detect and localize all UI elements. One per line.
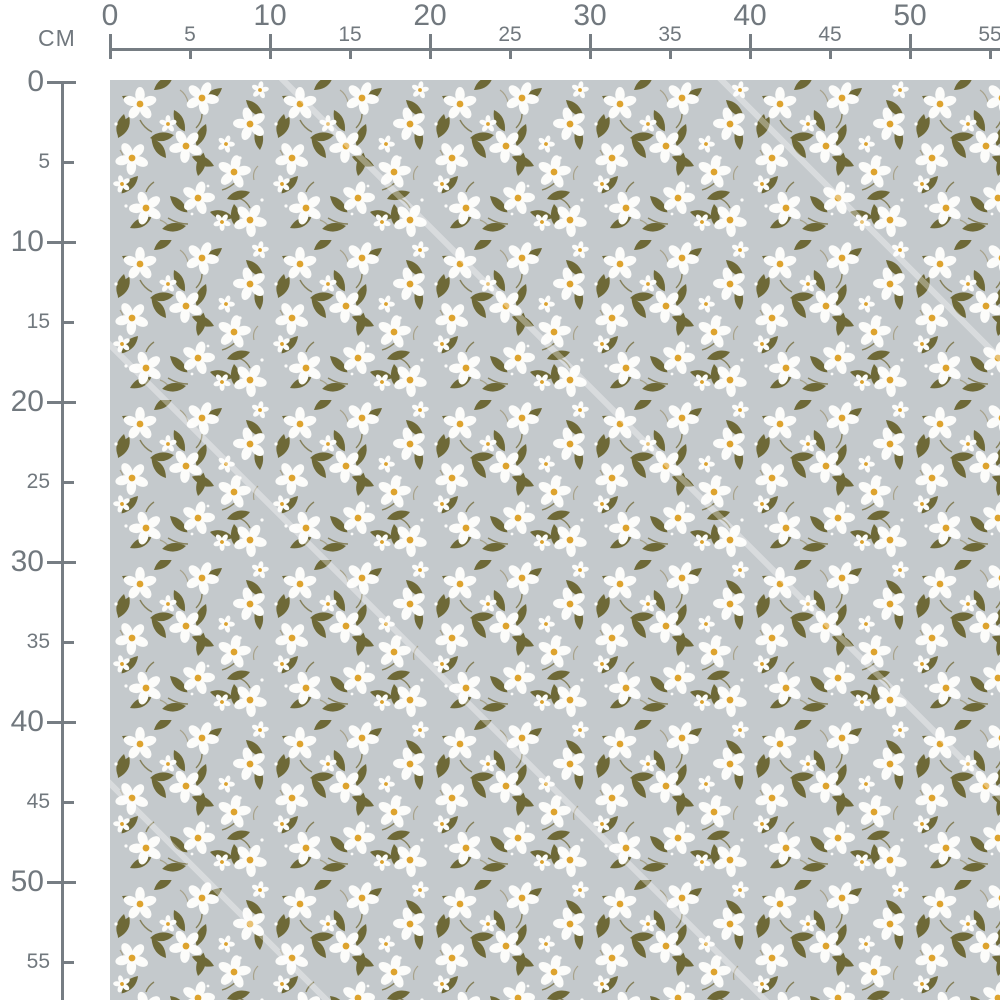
- ruler-top-line: [110, 48, 1000, 51]
- ruler-top-tick-5: [189, 48, 192, 59]
- ruler-top-label-35: 35: [658, 23, 682, 46]
- ruler-left-label-45: 45: [26, 790, 50, 813]
- ruler-top-label-5: 5: [184, 23, 196, 46]
- floral-pattern-svg: [110, 80, 1000, 1000]
- ruler-left-tick-40: [47, 721, 76, 724]
- ruler-left-tick-30: [47, 561, 76, 564]
- ruler-top-label-50: 50: [893, 0, 927, 32]
- ruler-left-label-50: 50: [10, 865, 44, 898]
- ruler-top-label-55: 55: [978, 23, 1000, 46]
- ruler-top-label-25: 25: [498, 23, 522, 46]
- fabric-preview: [110, 80, 1000, 1000]
- fabric-sheen-overlay: [110, 80, 1000, 1000]
- ruler-unit-label: CM: [38, 25, 76, 51]
- ruler-top-label-40: 40: [733, 0, 767, 32]
- ruler-left-label-5: 5: [38, 150, 50, 173]
- ruler-top-tick-55: [989, 48, 992, 59]
- ruler-left-tick-35: [62, 641, 74, 644]
- ruler-top-tick-10: [269, 34, 272, 59]
- ruler-left-tick-45: [62, 801, 74, 804]
- ruler-left-tick-15: [62, 321, 74, 324]
- ruler-left-tick-55: [62, 961, 74, 964]
- ruler-left-label-40: 40: [10, 705, 44, 738]
- ruler-top-tick-35: [669, 48, 672, 59]
- ruler-top-label-0: 0: [101, 0, 119, 32]
- ruler-left-tick-10: [47, 241, 76, 244]
- ruler-left-tick-5: [62, 161, 74, 164]
- ruler-left-label-10: 10: [10, 225, 44, 258]
- ruler-left-label-35: 35: [26, 630, 50, 653]
- ruler-left-label-55: 55: [26, 950, 50, 973]
- ruler-top-tick-45: [829, 48, 832, 59]
- ruler-top-label-20: 20: [413, 0, 447, 32]
- ruler-top-tick-25: [509, 48, 512, 59]
- ruler-top-label-45: 45: [818, 23, 842, 46]
- ruler-top-tick-20: [429, 34, 432, 59]
- ruler-top-tick-0: [109, 34, 112, 59]
- ruler-top-tick-30: [589, 34, 592, 59]
- ruler-left-label-25: 25: [26, 470, 50, 493]
- ruler-left-line: [61, 82, 64, 1000]
- ruler-left-label-15: 15: [26, 310, 50, 333]
- ruler-left-tick-50: [47, 881, 76, 884]
- ruler-left-label-30: 30: [10, 545, 44, 578]
- ruler-top-tick-40: [749, 34, 752, 59]
- ruler-left-tick-20: [47, 401, 76, 404]
- ruler-top-tick-50: [909, 34, 912, 59]
- ruler-left-tick-25: [62, 481, 74, 484]
- ruler-top-label-10: 10: [253, 0, 287, 32]
- ruler-top-label-15: 15: [338, 23, 362, 46]
- ruler-left-label-20: 20: [10, 385, 44, 418]
- ruler-left-label-0: 0: [27, 65, 44, 98]
- ruler-top-tick-15: [349, 48, 352, 59]
- ruler-top-label-30: 30: [573, 0, 607, 32]
- ruler-left-tick-0: [47, 81, 76, 84]
